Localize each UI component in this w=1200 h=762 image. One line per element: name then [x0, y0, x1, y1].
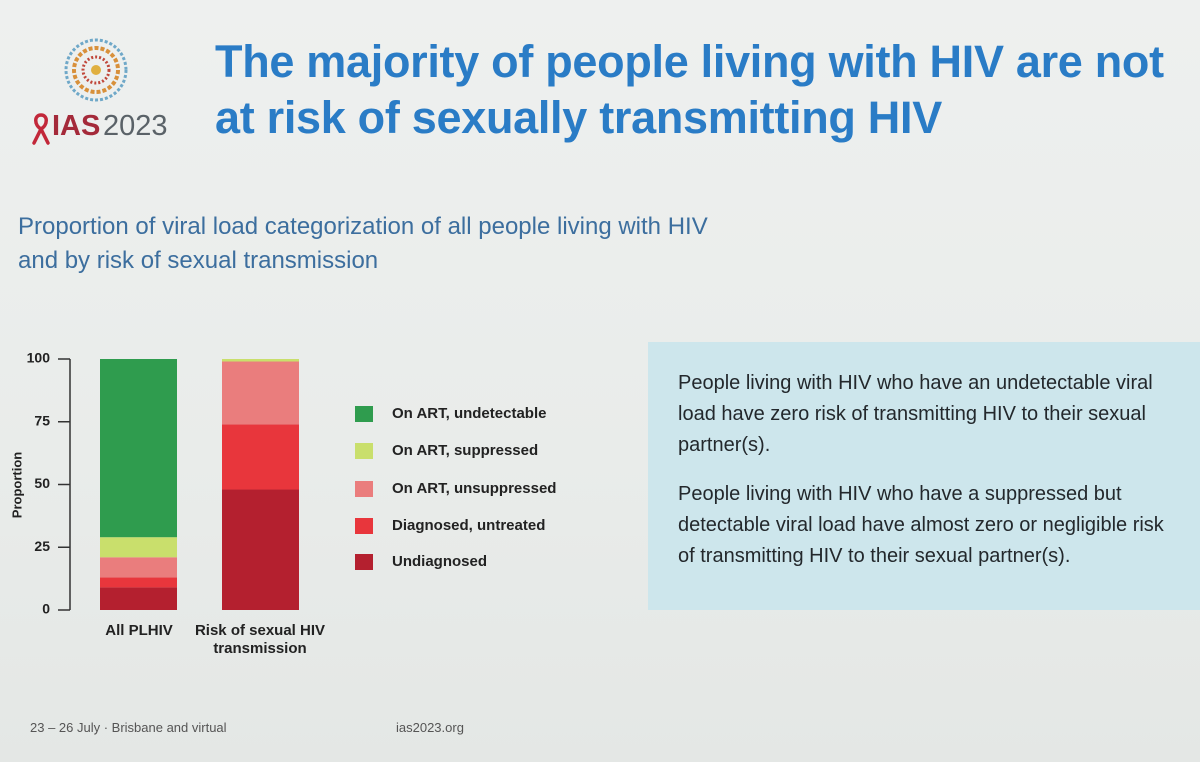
footer-url: ias2023.org	[396, 720, 464, 735]
logo-text: IAS	[52, 110, 101, 142]
legend-label: On ART, unsuppressed	[392, 480, 556, 497]
bar-segment	[222, 424, 299, 490]
bar-segment	[222, 489, 299, 610]
legend-swatch	[355, 481, 373, 497]
bar-segment	[100, 577, 177, 588]
logo-emblem	[64, 38, 128, 102]
y-axis-label: Proportion	[9, 452, 24, 518]
bar-segment	[222, 361, 299, 425]
legend-label: Diagnosed, untreated	[392, 517, 545, 534]
y-tick-label: 100	[27, 350, 51, 366]
legend-swatch	[355, 406, 373, 422]
info-paragraph: People living with HIV who have a suppre…	[678, 483, 1164, 567]
x-tick-label: All PLHIV	[105, 622, 173, 639]
y-tick-label: 75	[34, 412, 50, 428]
x-tick-label: Risk of sexual HIV transmission	[194, 622, 326, 657]
legend-label: Undiagnosed	[392, 553, 487, 570]
legend-swatch	[355, 443, 373, 459]
bar-segment	[100, 557, 177, 578]
y-tick-label: 50	[34, 475, 50, 491]
bar-segment	[100, 587, 177, 610]
bar-segment	[100, 537, 177, 558]
y-tick-label: 0	[42, 601, 50, 617]
legend-label: On ART, undetectable	[392, 405, 546, 422]
info-paragraph: People living with HIV who have an undet…	[678, 372, 1153, 456]
legend-swatch	[355, 554, 373, 570]
legend-swatch	[355, 518, 373, 534]
logo-year: 2023	[103, 110, 168, 142]
chart: 0 25 50 75 100 Proportion On ART, undetectable…	[9, 350, 556, 617]
slide-title: The majority of people living with HIV a…	[215, 36, 1164, 143]
info-box: People living with HIV who have an undet…	[648, 342, 1200, 610]
legend-label: On ART, suppressed	[392, 442, 538, 459]
logo-ribbon	[32, 113, 50, 145]
chart-title: Proportion of viral load categorization …	[18, 213, 708, 274]
bar-segment	[222, 359, 299, 362]
y-tick-label: 25	[34, 538, 50, 554]
bar-segment	[100, 359, 177, 538]
footer-dates: 23 – 26 July · Brisbane and virtual	[30, 720, 227, 735]
